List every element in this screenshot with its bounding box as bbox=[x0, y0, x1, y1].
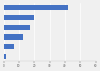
Bar bbox=[4, 5, 68, 10]
Bar bbox=[4, 25, 30, 30]
Bar bbox=[4, 15, 34, 20]
Bar bbox=[4, 44, 14, 49]
Bar bbox=[4, 54, 6, 59]
Bar bbox=[4, 34, 23, 40]
